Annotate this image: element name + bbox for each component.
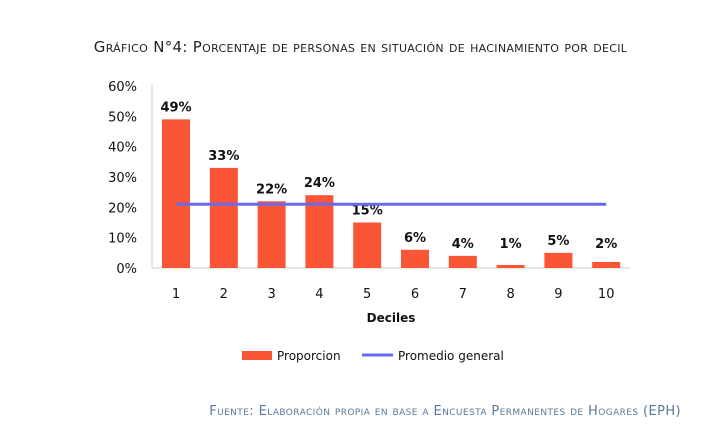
y-tick-label: 20% [108,201,137,216]
x-tick-label: 2 [220,287,228,302]
y-tick-label: 50% [108,110,137,125]
x-tick-label: 10 [598,287,615,302]
x-tick-label: 8 [506,287,514,302]
y-tick-label: 40% [108,141,137,156]
data-label: 49% [160,100,191,115]
data-label: 2% [595,237,617,252]
data-label: 15% [352,204,383,219]
x-tick-label: 3 [267,287,275,302]
x-axis-title: Deciles [367,311,416,325]
bar-decile-4 [305,195,334,268]
data-label: 24% [304,176,335,191]
data-label: 33% [208,149,239,164]
y-tick-label: 10% [108,232,137,247]
x-tick-label: 4 [315,287,323,302]
bar-decile-5 [353,222,382,268]
y-tick-label: 0% [116,262,137,277]
data-label: 6% [404,231,426,246]
data-label: 22% [256,182,287,197]
x-tick-label: 5 [363,287,371,302]
data-label: 4% [452,237,474,252]
data-label: 5% [547,234,569,249]
bar-decile-9 [544,252,573,268]
x-tick-label: 9 [554,287,562,302]
legend-label-line: Promedio general [398,349,504,363]
data-label: 1% [500,237,522,252]
x-tick-label: 1 [172,287,180,302]
chart-title: Gráfico N°4: Porcentaje de personas en s… [93,38,628,56]
legend-label-bar: Proporcion [277,349,341,363]
bar-decile-7 [448,255,477,268]
bar-decile-6 [401,249,429,268]
x-tick-label: 6 [411,287,419,302]
bar-decile-8 [496,264,525,268]
y-tick-label: 60% [108,80,137,95]
y-tick-label: 30% [108,171,137,186]
legend-swatch-bar [242,351,272,360]
bar-decile-3 [257,201,286,268]
source-note: Fuente: Elaboración propia en base a Enc… [209,404,681,419]
x-tick-label: 7 [459,287,467,302]
bar-decile-1 [162,119,190,268]
bar-decile-10 [592,261,621,268]
bar-decile-2 [209,167,238,268]
